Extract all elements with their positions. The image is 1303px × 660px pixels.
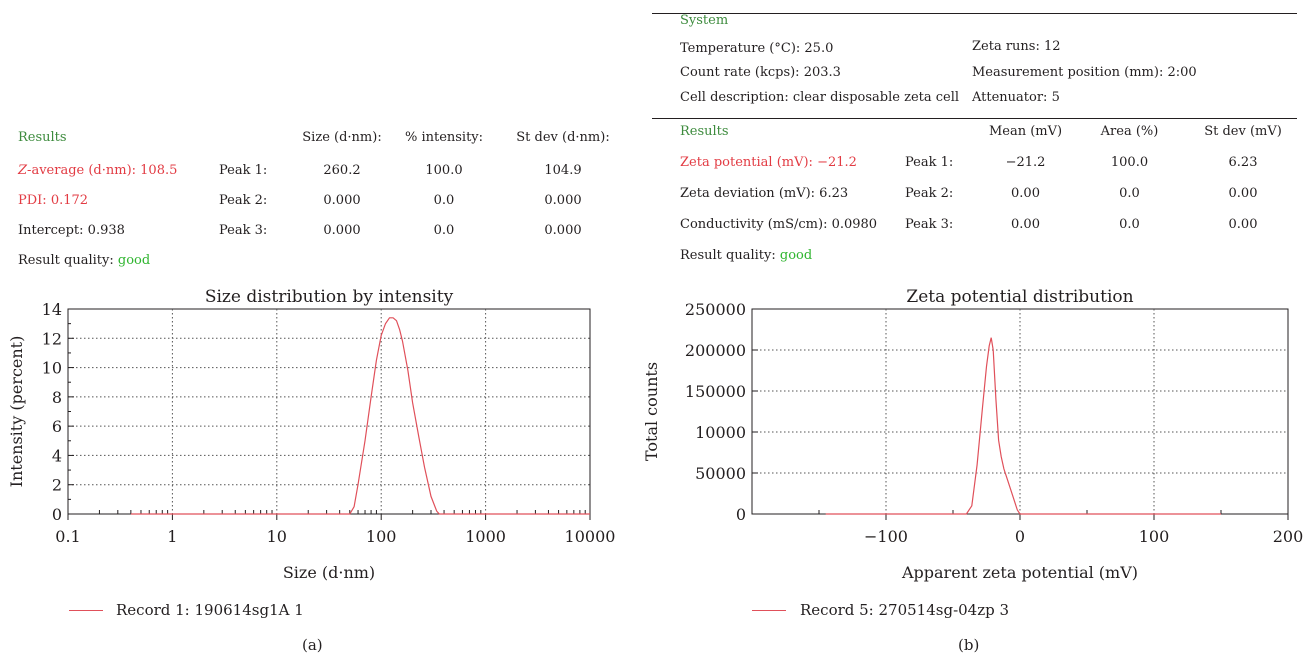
y-tick-label: 0 [736, 505, 746, 524]
column-header-size: Size (d·nm): [302, 130, 382, 145]
column-header-intensity: % intensity: [404, 130, 484, 145]
temperature-label: Temperature (°C): 25.0 [680, 41, 834, 56]
x-tick-label: 1 [167, 527, 177, 546]
result-quality-value: good [117, 253, 151, 268]
x-axis-label: Apparent zeta potential (mV) [901, 563, 1138, 582]
x-tick-label: 0 [1015, 527, 1025, 546]
peak-1-label-b: Peak 1: [905, 155, 954, 170]
y-tick-label: 10000 [695, 423, 746, 442]
x-tick-label: 100 [366, 527, 397, 546]
peak-2-label-b: Peak 2: [905, 186, 954, 201]
zeta-runs-label: Zeta runs: 12 [972, 39, 1061, 54]
series-line [825, 337, 1221, 515]
peak-2-stdev-b: 0.00 [1228, 186, 1258, 201]
x-tick-label: −100 [864, 527, 908, 546]
result-quality-value-b: good [779, 248, 813, 263]
z-average-label: Z-average (d·nm): 108.5 [18, 163, 178, 178]
x-tick-label: 1000 [465, 527, 506, 546]
y-tick-label: 4 [52, 446, 62, 465]
column-header-area: Area (%) [1100, 124, 1159, 139]
x-tick-label: 10 [267, 527, 287, 546]
y-tick-label: 8 [52, 388, 62, 407]
y-tick-label: 200000 [685, 341, 746, 360]
y-tick-label: 14 [42, 300, 62, 319]
y-tick-label: 6 [52, 417, 62, 436]
result-quality-b: Result quality: good [680, 248, 813, 263]
size-distribution-chart: 0 2 4 6 8 10 12 14 0.1 1 10 100 1000 10000 Size distri… [7, 287, 616, 582]
column-header-stdev-b: St dev (mV) [1204, 124, 1282, 139]
peak-1-size: 260.2 [323, 163, 361, 178]
chart-title: Zeta potential distribution [906, 287, 1133, 307]
legend-swatch-a [69, 610, 103, 611]
peak-3-area: 0.0 [1119, 217, 1140, 232]
legend-swatch-b [752, 610, 786, 611]
column-header-mean: Mean (mV) [988, 124, 1063, 139]
peak-3-intensity: 0.0 [433, 223, 455, 238]
peak-2-intensity: 0.0 [433, 193, 455, 208]
legend-label-b: Record 5: 270514sg-04zp 3 [800, 601, 1010, 619]
x-axis-label: Size (d·nm) [283, 563, 375, 582]
peak-1-stdev: 104.9 [544, 163, 582, 178]
peak-3-label: Peak 3: [219, 223, 268, 238]
peak-1-intensity: 100.0 [425, 163, 463, 178]
zeta-potential-label: Zeta potential (mV): −21.2 [680, 155, 857, 170]
attenuator-label: Attenuator: 5 [972, 90, 1060, 105]
series-line [130, 317, 590, 515]
result-quality: Result quality: good [18, 253, 151, 268]
cell-description-label: Cell description: clear disposable zeta … [680, 90, 960, 105]
y-tick-label: 12 [42, 329, 62, 348]
x-tick-label: 100 [1139, 527, 1170, 546]
peak-2-size: 0.000 [323, 193, 361, 208]
chart-title: Size distribution by intensity [205, 287, 454, 307]
legend-label-a: Record 1: 190614sg1A 1 [116, 601, 304, 619]
results-heading-b: Results [680, 124, 729, 139]
y-axis-label: Total counts [642, 362, 661, 461]
mid-rule [652, 118, 1297, 119]
peak-2-area: 0.0 [1119, 186, 1140, 201]
peak-3-mean: 0.00 [1011, 217, 1040, 232]
pdi-label: PDI: 0.172 [18, 193, 89, 208]
system-heading: System [680, 13, 729, 28]
y-tick-label: 250000 [685, 300, 746, 319]
y-axis-label: Intensity (percent) [7, 336, 26, 488]
caption-a: (a) [302, 636, 323, 654]
y-tick-label: 2 [52, 476, 62, 495]
peak-2-stdev: 0.000 [544, 193, 582, 208]
peak-3-stdev: 0.000 [544, 223, 582, 238]
plot-frame [751, 308, 1289, 515]
caption-b: (b) [958, 636, 980, 654]
measurement-position-label: Measurement position (mm): 2:00 [972, 65, 1197, 80]
peak-3-size: 0.000 [323, 223, 361, 238]
peak-1-stdev-b: 6.23 [1228, 155, 1258, 170]
x-tick-label: 0.1 [55, 527, 80, 546]
y-tick-label: 50000 [695, 464, 746, 483]
peak-2-mean: 0.00 [1011, 186, 1040, 201]
peak-1-label: Peak 1: [219, 163, 268, 178]
zeta-deviation-label: Zeta deviation (mV): 6.23 [680, 186, 849, 201]
top-rule [652, 13, 1297, 14]
y-tick-label: 150000 [685, 382, 746, 401]
x-tick-label: 10000 [565, 527, 616, 546]
peak-1-area: 100.0 [1110, 155, 1149, 170]
x-tick-label: 200 [1273, 527, 1303, 546]
count-rate-label: Count rate (kcps): 203.3 [680, 65, 841, 80]
peak-1-mean: −21.2 [1005, 155, 1046, 170]
conductivity-label: Conductivity (mS/cm): 0.0980 [680, 217, 878, 232]
results-heading: Results [18, 130, 67, 145]
column-header-stdev: St dev (d·nm): [516, 130, 610, 145]
peak-3-stdev-b: 0.00 [1228, 217, 1258, 232]
intercept-label: Intercept: 0.938 [18, 223, 125, 238]
peak-3-label-b: Peak 3: [905, 217, 954, 232]
y-tick-label: 10 [42, 359, 62, 378]
peak-2-label: Peak 2: [219, 193, 268, 208]
y-tick-label: 0 [52, 505, 62, 524]
